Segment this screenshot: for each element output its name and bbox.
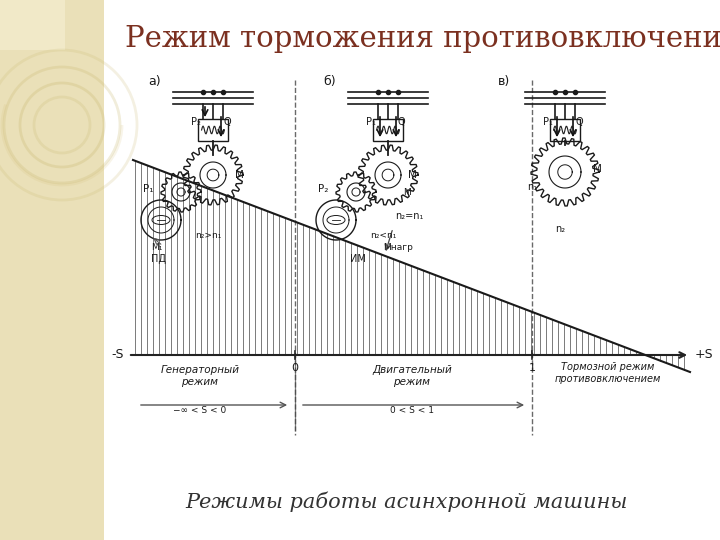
Text: в): в) <box>498 75 510 88</box>
Text: P₂: P₂ <box>318 184 328 194</box>
Text: +S: +S <box>695 348 714 361</box>
Text: Q: Q <box>398 117 405 127</box>
Text: -S: -S <box>112 348 125 361</box>
Text: n₂<n₁: n₂<n₁ <box>370 231 397 240</box>
Text: ПД: ПД <box>151 254 166 264</box>
Text: Mнагр: Mнагр <box>383 243 413 252</box>
Bar <box>198 119 228 141</box>
Text: режим: режим <box>181 377 218 387</box>
Text: режим: режим <box>394 377 431 387</box>
Text: Двигательный: Двигательный <box>372 365 452 375</box>
Text: Тормозной режим: Тормозной режим <box>562 362 654 372</box>
Text: 0: 0 <box>292 363 299 373</box>
Text: Генераторный: Генераторный <box>161 365 240 375</box>
Text: P₁: P₁ <box>543 117 553 127</box>
Text: M: M <box>403 188 410 197</box>
Text: M: M <box>408 170 417 180</box>
Bar <box>0 0 65 50</box>
Text: 0 < S < 1: 0 < S < 1 <box>390 406 434 415</box>
Text: P₁: P₁ <box>143 184 153 194</box>
Text: противовключением: противовключением <box>555 374 661 384</box>
Polygon shape <box>316 200 356 240</box>
Text: n₁: n₁ <box>527 182 537 192</box>
Text: M: M <box>235 170 244 180</box>
Bar <box>373 119 403 141</box>
Text: P₂: P₂ <box>191 117 201 127</box>
Polygon shape <box>531 138 599 206</box>
Text: M₁: M₁ <box>151 243 163 252</box>
Bar <box>550 119 580 141</box>
Polygon shape <box>183 145 243 205</box>
Text: Режим торможения противовключением.: Режим торможения противовключением. <box>125 25 720 53</box>
Text: 1: 1 <box>528 363 536 373</box>
Text: P₁: P₁ <box>366 117 376 127</box>
Polygon shape <box>358 145 418 205</box>
Text: Q: Q <box>223 117 230 127</box>
Polygon shape <box>336 172 376 212</box>
Text: Режимы работы асинхронной машины: Режимы работы асинхронной машины <box>185 492 627 512</box>
Text: −∞ < S < 0: −∞ < S < 0 <box>174 406 227 415</box>
Text: M: M <box>593 164 602 174</box>
Text: Q: Q <box>575 117 582 127</box>
Polygon shape <box>161 172 201 212</box>
Text: n₂: n₂ <box>555 224 565 234</box>
Text: n₂>n₁: n₂>n₁ <box>195 231 221 240</box>
Text: а): а) <box>148 75 161 88</box>
Text: n₂=n₁: n₂=n₁ <box>395 211 423 221</box>
Polygon shape <box>141 200 181 240</box>
Bar <box>0 0 104 540</box>
Text: ИМ: ИМ <box>350 254 366 264</box>
Text: б): б) <box>323 75 336 88</box>
